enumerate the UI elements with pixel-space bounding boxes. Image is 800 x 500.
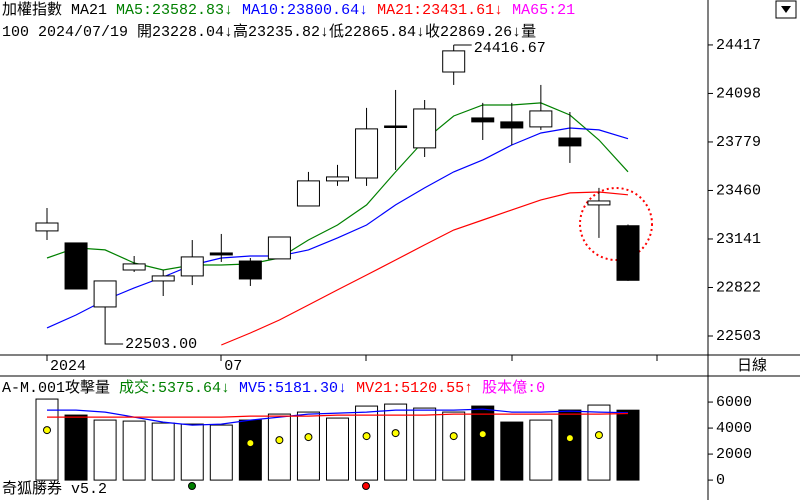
candle-body (238, 260, 262, 280)
signal-dot (43, 426, 51, 435)
candle-body (326, 176, 349, 182)
period-label: 日線 (737, 357, 767, 375)
volume-bar (442, 411, 466, 481)
candle-body (355, 128, 379, 179)
signal-dot (391, 429, 400, 438)
volume-bar (238, 419, 262, 481)
y-tick-label: 22822 (716, 279, 761, 296)
signal-dot (478, 430, 487, 439)
header: A-M.001攻擊量 成交:5375.64↓ MV5:5181.30↓ MV21:51… (2, 378, 545, 397)
footer: 奇狐勝券 v5.2 (2, 480, 107, 498)
candle-body (529, 110, 553, 128)
annotation: 22503.00 (125, 336, 197, 353)
volume-bar (93, 419, 117, 481)
signal-dot (275, 436, 284, 445)
volume-bar (355, 405, 379, 481)
y-tick-label: 23141 (716, 231, 761, 248)
volume-bar (122, 420, 146, 481)
candle-body (296, 180, 320, 207)
x-tick-label: 2024 (50, 358, 86, 375)
signal-dot (188, 482, 196, 490)
volume-bar (587, 404, 611, 481)
volume-bar (151, 422, 175, 481)
header-item: MV21:5120.55↑ (356, 380, 473, 397)
candle-body (413, 108, 437, 149)
signal-dot (362, 432, 371, 441)
candle-body (180, 256, 204, 277)
volume-bar (209, 424, 233, 481)
signal-dot (565, 434, 574, 443)
candle-body (35, 222, 59, 232)
volume-bar (500, 421, 524, 481)
y-tick-label: 2000 (716, 446, 752, 463)
y-tick-label: 24098 (716, 85, 761, 102)
volume-ma-line (47, 408, 629, 426)
candle-body (267, 236, 291, 260)
header-item: 加權指數 MA21 (2, 1, 107, 19)
signal-dot (246, 439, 255, 448)
ma-line (46, 127, 629, 329)
volume-bar (296, 411, 320, 481)
y-tick-label: 4000 (716, 420, 752, 437)
header-item: A-M.001攻擊量 (2, 378, 110, 397)
volume-bar (413, 407, 437, 481)
signal-dot (362, 482, 370, 490)
header-item: 股本億:0 (482, 379, 545, 397)
x-ticks (46, 355, 658, 361)
candle-body (471, 117, 495, 123)
header-item: 成交:5375.64↓ (119, 378, 230, 397)
candle-body (442, 50, 466, 73)
volume-ma-line (47, 412, 629, 418)
volume-bar (35, 398, 59, 481)
header-item: MA65:21 (512, 2, 575, 19)
header-item: MA10:23800.64↓ (242, 2, 368, 19)
header-item: MV5:5181.30↓ (239, 380, 347, 397)
y-tick-label: 23460 (716, 182, 761, 199)
volume-bar (326, 417, 349, 481)
volume-bar (267, 413, 291, 481)
header: 加權指數 MA21 MA5:23582.83↓ MA10:23800.64↓ MA21… (2, 1, 575, 19)
volume-bar (64, 414, 88, 481)
y-tick-label: 23779 (716, 134, 761, 151)
x-tick-label: 07 (224, 358, 242, 375)
menu-arrow (781, 6, 791, 13)
candle-body (587, 200, 611, 206)
candle-body (122, 263, 146, 271)
volume-bar (471, 405, 495, 481)
candle-body (64, 242, 88, 290)
y-tick-label: 0 (716, 472, 725, 489)
candle-body (209, 252, 233, 256)
candle-body (151, 275, 175, 282)
volume-bar (616, 409, 640, 481)
header-item: MA21:23431.61↓ (377, 2, 503, 19)
volume-bar (384, 403, 408, 481)
y-tick-label: 24417 (716, 37, 761, 54)
candle-body (558, 137, 582, 147)
annotation-leader (104, 335, 124, 345)
signal-dot (304, 433, 313, 442)
subheader: 100 2024/07/19 開23228.04↓高23235.82↓低2286… (2, 23, 536, 41)
ma-line (221, 191, 629, 346)
candle-body (93, 280, 117, 308)
annotation: 24416.67 (474, 40, 546, 57)
y-tick-label: 22503 (716, 328, 761, 345)
candle-body (500, 121, 524, 129)
volume-bar (180, 423, 204, 481)
header-item: MA5:23582.83↓ (116, 2, 233, 19)
highlight-circle (579, 187, 653, 261)
signal-dot (594, 431, 603, 440)
volume-bar (529, 419, 553, 481)
y-tick-label: 6000 (716, 394, 752, 411)
candle-body (384, 125, 408, 128)
volume-bar (558, 409, 582, 481)
candle-body (616, 225, 640, 281)
signal-dot (449, 432, 458, 441)
